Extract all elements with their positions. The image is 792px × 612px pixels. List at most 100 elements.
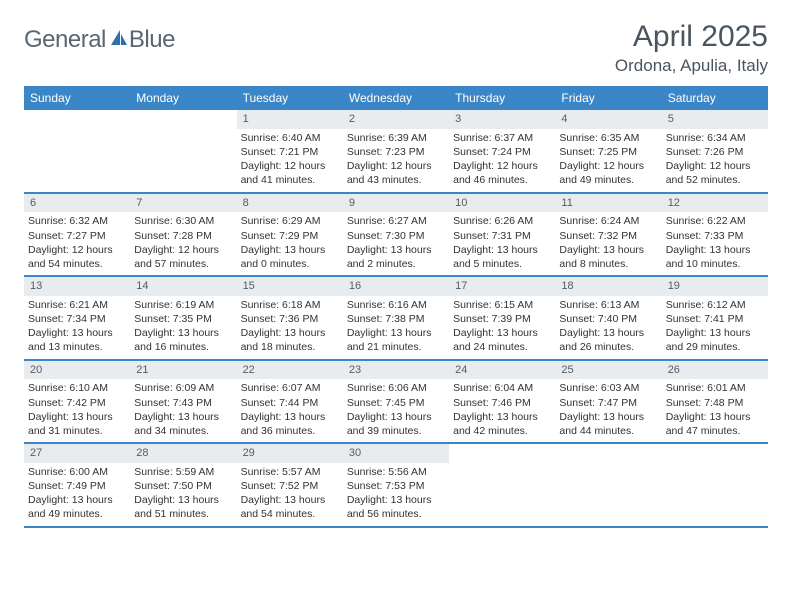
calendar-day bbox=[555, 444, 661, 526]
daylight-text: Daylight: 12 hours and 57 minutes. bbox=[134, 243, 232, 271]
calendar-day: 28Sunrise: 5:59 AMSunset: 7:50 PMDayligh… bbox=[130, 444, 236, 526]
day-number: 3 bbox=[449, 110, 555, 129]
daylight-text: Daylight: 13 hours and 36 minutes. bbox=[241, 410, 339, 438]
sunset-text: Sunset: 7:35 PM bbox=[134, 312, 232, 326]
daylight-text: Daylight: 13 hours and 8 minutes. bbox=[559, 243, 657, 271]
calendar-day: 29Sunrise: 5:57 AMSunset: 7:52 PMDayligh… bbox=[237, 444, 343, 526]
day-number: 1 bbox=[237, 110, 343, 129]
sunrise-text: Sunrise: 6:03 AM bbox=[559, 381, 657, 395]
sunset-text: Sunset: 7:32 PM bbox=[559, 229, 657, 243]
sunrise-text: Sunrise: 6:06 AM bbox=[347, 381, 445, 395]
sunset-text: Sunset: 7:34 PM bbox=[28, 312, 126, 326]
sail-icon bbox=[109, 28, 129, 53]
sunset-text: Sunset: 7:45 PM bbox=[347, 396, 445, 410]
day-number: 8 bbox=[237, 194, 343, 213]
calendar-day: 20Sunrise: 6:10 AMSunset: 7:42 PMDayligh… bbox=[24, 361, 130, 443]
sunset-text: Sunset: 7:26 PM bbox=[666, 145, 764, 159]
sunset-text: Sunset: 7:27 PM bbox=[28, 229, 126, 243]
calendar-day: 9Sunrise: 6:27 AMSunset: 7:30 PMDaylight… bbox=[343, 194, 449, 276]
sunset-text: Sunset: 7:52 PM bbox=[241, 479, 339, 493]
calendar-day: 18Sunrise: 6:13 AMSunset: 7:40 PMDayligh… bbox=[555, 277, 661, 359]
daylight-text: Daylight: 13 hours and 10 minutes. bbox=[666, 243, 764, 271]
calendar-week: 6Sunrise: 6:32 AMSunset: 7:27 PMDaylight… bbox=[24, 194, 768, 278]
sunrise-text: Sunrise: 6:22 AM bbox=[666, 214, 764, 228]
daylight-text: Daylight: 13 hours and 47 minutes. bbox=[666, 410, 764, 438]
sunrise-text: Sunrise: 6:32 AM bbox=[28, 214, 126, 228]
weekday-header: Friday bbox=[555, 86, 661, 110]
sunset-text: Sunset: 7:42 PM bbox=[28, 396, 126, 410]
day-details: Sunrise: 5:57 AMSunset: 7:52 PMDaylight:… bbox=[237, 463, 343, 526]
daylight-text: Daylight: 12 hours and 49 minutes. bbox=[559, 159, 657, 187]
calendar-day: 17Sunrise: 6:15 AMSunset: 7:39 PMDayligh… bbox=[449, 277, 555, 359]
sunset-text: Sunset: 7:36 PM bbox=[241, 312, 339, 326]
sunset-text: Sunset: 7:41 PM bbox=[666, 312, 764, 326]
day-number: 6 bbox=[24, 194, 130, 213]
day-number: 16 bbox=[343, 277, 449, 296]
calendar-day: 7Sunrise: 6:30 AMSunset: 7:28 PMDaylight… bbox=[130, 194, 236, 276]
day-details: Sunrise: 6:10 AMSunset: 7:42 PMDaylight:… bbox=[24, 379, 130, 442]
daylight-text: Daylight: 12 hours and 54 minutes. bbox=[28, 243, 126, 271]
weekday-header-row: Sunday Monday Tuesday Wednesday Thursday… bbox=[24, 86, 768, 110]
day-details: Sunrise: 6:19 AMSunset: 7:35 PMDaylight:… bbox=[130, 296, 236, 359]
day-details: Sunrise: 6:15 AMSunset: 7:39 PMDaylight:… bbox=[449, 296, 555, 359]
sunset-text: Sunset: 7:44 PM bbox=[241, 396, 339, 410]
calendar-day: 2Sunrise: 6:39 AMSunset: 7:23 PMDaylight… bbox=[343, 110, 449, 192]
day-details: Sunrise: 6:12 AMSunset: 7:41 PMDaylight:… bbox=[662, 296, 768, 359]
sunrise-text: Sunrise: 6:13 AM bbox=[559, 298, 657, 312]
location-label: Ordona, Apulia, Italy bbox=[615, 56, 768, 76]
day-number: 28 bbox=[130, 444, 236, 463]
day-number: 7 bbox=[130, 194, 236, 213]
daylight-text: Daylight: 13 hours and 24 minutes. bbox=[453, 326, 551, 354]
day-details: Sunrise: 6:34 AMSunset: 7:26 PMDaylight:… bbox=[662, 129, 768, 192]
sunset-text: Sunset: 7:53 PM bbox=[347, 479, 445, 493]
daylight-text: Daylight: 13 hours and 39 minutes. bbox=[347, 410, 445, 438]
day-details: Sunrise: 6:03 AMSunset: 7:47 PMDaylight:… bbox=[555, 379, 661, 442]
day-details: Sunrise: 6:39 AMSunset: 7:23 PMDaylight:… bbox=[343, 129, 449, 192]
daylight-text: Daylight: 13 hours and 2 minutes. bbox=[347, 243, 445, 271]
sunrise-text: Sunrise: 6:39 AM bbox=[347, 131, 445, 145]
calendar-day: 26Sunrise: 6:01 AMSunset: 7:48 PMDayligh… bbox=[662, 361, 768, 443]
day-number: 5 bbox=[662, 110, 768, 129]
sunset-text: Sunset: 7:43 PM bbox=[134, 396, 232, 410]
sunrise-text: Sunrise: 6:12 AM bbox=[666, 298, 764, 312]
sunset-text: Sunset: 7:23 PM bbox=[347, 145, 445, 159]
calendar-day: 5Sunrise: 6:34 AMSunset: 7:26 PMDaylight… bbox=[662, 110, 768, 192]
daylight-text: Daylight: 13 hours and 34 minutes. bbox=[134, 410, 232, 438]
daylight-text: Daylight: 12 hours and 41 minutes. bbox=[241, 159, 339, 187]
daylight-text: Daylight: 12 hours and 52 minutes. bbox=[666, 159, 764, 187]
sunset-text: Sunset: 7:24 PM bbox=[453, 145, 551, 159]
sunrise-text: Sunrise: 6:01 AM bbox=[666, 381, 764, 395]
calendar-day: 23Sunrise: 6:06 AMSunset: 7:45 PMDayligh… bbox=[343, 361, 449, 443]
day-details: Sunrise: 6:37 AMSunset: 7:24 PMDaylight:… bbox=[449, 129, 555, 192]
day-number: 26 bbox=[662, 361, 768, 380]
sunrise-text: Sunrise: 6:24 AM bbox=[559, 214, 657, 228]
day-number: 24 bbox=[449, 361, 555, 380]
daylight-text: Daylight: 12 hours and 43 minutes. bbox=[347, 159, 445, 187]
calendar-day bbox=[662, 444, 768, 526]
day-details: Sunrise: 6:30 AMSunset: 7:28 PMDaylight:… bbox=[130, 212, 236, 275]
sunset-text: Sunset: 7:39 PM bbox=[453, 312, 551, 326]
day-number: 15 bbox=[237, 277, 343, 296]
day-details: Sunrise: 6:29 AMSunset: 7:29 PMDaylight:… bbox=[237, 212, 343, 275]
day-number: 4 bbox=[555, 110, 661, 129]
day-number: 12 bbox=[662, 194, 768, 213]
daylight-text: Daylight: 13 hours and 5 minutes. bbox=[453, 243, 551, 271]
day-details: Sunrise: 6:27 AMSunset: 7:30 PMDaylight:… bbox=[343, 212, 449, 275]
sunset-text: Sunset: 7:28 PM bbox=[134, 229, 232, 243]
sunrise-text: Sunrise: 6:30 AM bbox=[134, 214, 232, 228]
day-number: 17 bbox=[449, 277, 555, 296]
sunrise-text: Sunrise: 6:27 AM bbox=[347, 214, 445, 228]
day-number: 20 bbox=[24, 361, 130, 380]
day-details: Sunrise: 6:35 AMSunset: 7:25 PMDaylight:… bbox=[555, 129, 661, 192]
page-title: April 2025 bbox=[615, 20, 768, 54]
calendar-day: 14Sunrise: 6:19 AMSunset: 7:35 PMDayligh… bbox=[130, 277, 236, 359]
sunset-text: Sunset: 7:46 PM bbox=[453, 396, 551, 410]
day-number: 21 bbox=[130, 361, 236, 380]
calendar-day bbox=[24, 110, 130, 192]
sunrise-text: Sunrise: 5:56 AM bbox=[347, 465, 445, 479]
sunrise-text: Sunrise: 5:57 AM bbox=[241, 465, 339, 479]
day-number: 18 bbox=[555, 277, 661, 296]
day-number: 25 bbox=[555, 361, 661, 380]
day-details: Sunrise: 6:22 AMSunset: 7:33 PMDaylight:… bbox=[662, 212, 768, 275]
sunset-text: Sunset: 7:38 PM bbox=[347, 312, 445, 326]
